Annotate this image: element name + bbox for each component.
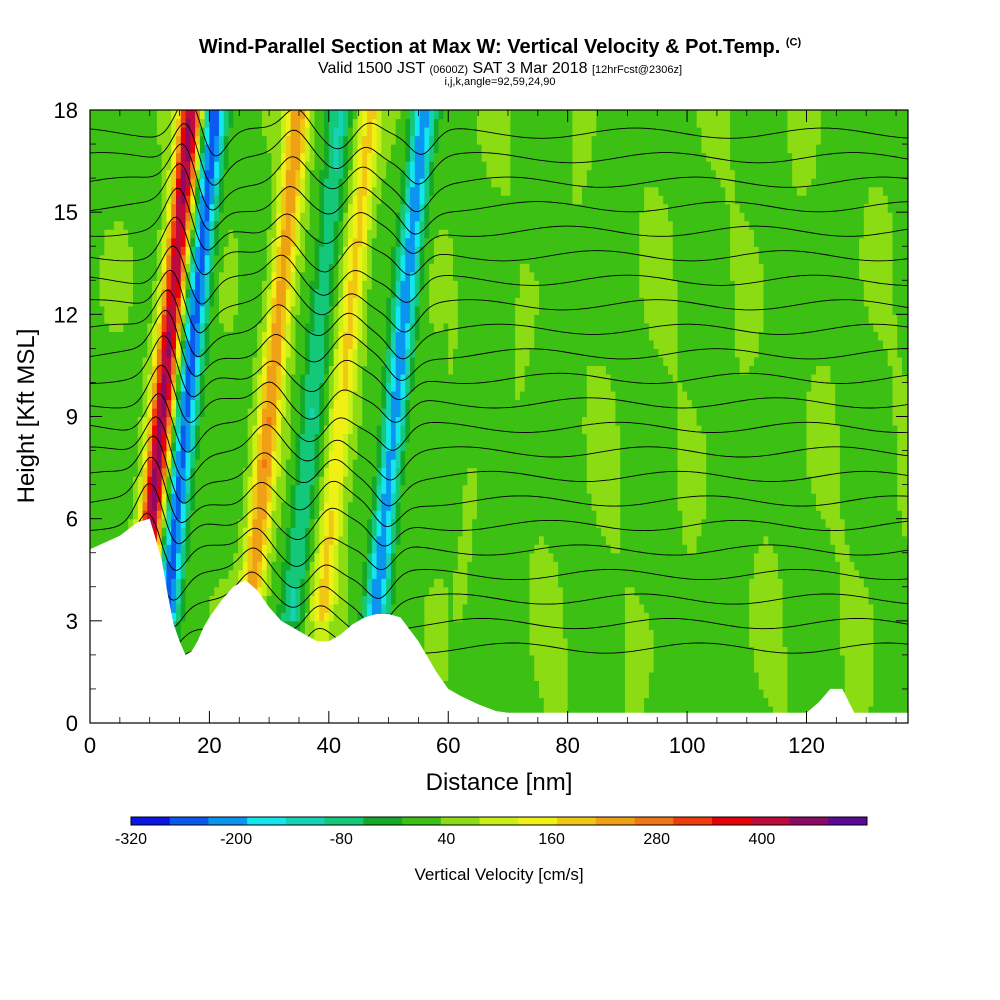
theta-contours xyxy=(90,110,908,674)
theta-contour xyxy=(90,540,908,601)
x-tick-label: 120 xyxy=(788,733,825,758)
copyright-mark: (C) xyxy=(785,36,802,49)
colorbar-swatch xyxy=(750,817,791,825)
colorbar: -320 -200 -80 40 160 280 400 xyxy=(115,816,868,848)
colorbar-swatch xyxy=(479,817,519,825)
y-tick-label: 0 xyxy=(66,711,78,736)
theta-contour xyxy=(90,245,908,305)
theta-contour xyxy=(90,269,908,334)
y-axis-label: Height [Kft MSL] xyxy=(13,329,40,504)
theta-contour xyxy=(90,562,908,629)
colorbar-tick-label: 400 xyxy=(749,831,776,848)
colorbar-swatch xyxy=(828,817,868,825)
theta-contour xyxy=(90,335,908,401)
colorbar-swatch xyxy=(557,817,597,825)
colorbar-swatch xyxy=(247,817,287,825)
colorbar-tick-label: -320 xyxy=(115,831,147,848)
theta-contour xyxy=(90,364,908,423)
colorbar-swatch xyxy=(440,817,481,825)
x-axis-label: Distance [nm] xyxy=(426,769,573,796)
theta-contour xyxy=(90,123,908,186)
colorbar-label: Vertical Velocity [cm/s] xyxy=(414,865,583,884)
colorbar-swatch xyxy=(402,817,442,825)
colorbar-swatch xyxy=(595,817,636,825)
chart-subtitle-indices: i,j,k,angle=92,59,24,90 xyxy=(444,76,556,88)
colorbar-tick-label: 160 xyxy=(538,831,565,848)
terrain-mask xyxy=(90,518,908,723)
subtitle-prefix: Valid 1500 JST xyxy=(318,60,426,77)
colorbar-swatch xyxy=(363,817,403,825)
chart-title-text: Wind-Parallel Section at Max W: Vertical… xyxy=(198,36,781,58)
terrain xyxy=(90,518,908,723)
x-tick-label: 20 xyxy=(197,733,221,758)
x-tick-label: 60 xyxy=(436,733,460,758)
y-tick-label: 18 xyxy=(54,98,78,123)
y-tick-label: 3 xyxy=(66,609,78,634)
colorbar-swatch xyxy=(208,817,248,825)
x-tick-label: 40 xyxy=(317,733,341,758)
theta-contour xyxy=(90,457,908,528)
theta-contour xyxy=(90,143,908,213)
x-tick-label: 80 xyxy=(555,733,579,758)
colorbar-swatch xyxy=(673,817,713,825)
theta-contour xyxy=(90,512,908,571)
colorbar-tick-label: -200 xyxy=(220,831,252,848)
colorbar-swatch xyxy=(169,817,209,825)
theta-contour xyxy=(90,163,908,235)
chart-title: Wind-Parallel Section at Max W: Vertical… xyxy=(0,36,1000,59)
colorbar-swatch xyxy=(712,817,752,825)
subtitle-utc: (0600Z) xyxy=(429,64,469,76)
axes: 0 20 40 60 80 100 120 0 3 6 9 12 15 18 xyxy=(54,98,909,758)
theta-contour xyxy=(90,482,908,547)
y-tick-label: 12 xyxy=(54,302,78,327)
subtitle-date: SAT 3 Mar 2018 xyxy=(472,60,588,77)
colorbar-swatch xyxy=(285,817,326,825)
theta-contour xyxy=(90,416,908,481)
y-tick-label: 9 xyxy=(66,405,78,430)
colorbar-swatch xyxy=(518,817,558,825)
colorbar-swatch xyxy=(324,817,364,825)
theta-contour xyxy=(90,110,908,157)
theta-contour xyxy=(90,187,908,254)
colorbar-tick-label: -80 xyxy=(330,831,353,848)
colorbar-swatch xyxy=(634,817,674,825)
colorbar-tick-label: 40 xyxy=(438,831,456,848)
theta-contour xyxy=(90,392,908,453)
theta-contour xyxy=(90,216,908,276)
subtitle-fcst: [12hrFcst@2306z] xyxy=(591,64,682,76)
chart-subtitle: Valid 1500 JST (0600Z) SAT 3 Mar 2018 [1… xyxy=(0,60,1000,78)
x-tick-label: 100 xyxy=(669,733,706,758)
theta-contour xyxy=(90,435,908,507)
colorbar-swatch xyxy=(789,817,829,825)
y-tick-label: 6 xyxy=(66,507,78,532)
colorbar-frame xyxy=(130,816,868,826)
y-tick-label: 15 xyxy=(54,200,78,225)
theta-contour xyxy=(90,289,908,360)
colorbar-tick-label: 280 xyxy=(643,831,670,848)
theta-contour xyxy=(90,309,908,381)
colorbar-swatch xyxy=(131,817,171,825)
x-tick-label: 0 xyxy=(84,733,96,758)
